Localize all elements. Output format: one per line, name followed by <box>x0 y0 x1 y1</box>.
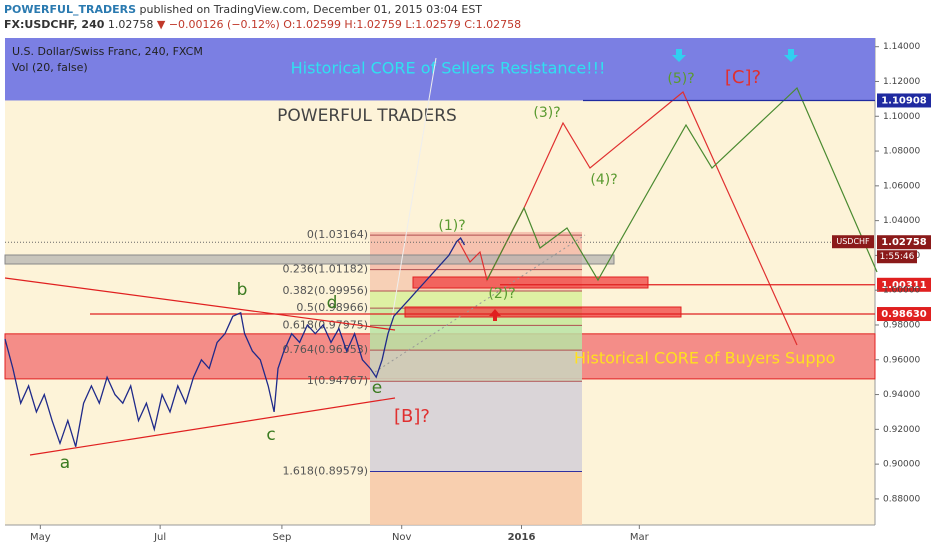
published: published on TradingView.com, December 0… <box>139 3 483 16</box>
fib-band <box>370 325 582 351</box>
watermark: POWERFUL TRADERS <box>277 106 457 126</box>
fib-band <box>370 381 582 472</box>
wave-label: (5)? <box>667 71 694 87</box>
x-tick-label: Jul <box>153 532 166 543</box>
symbol: FX:USDCHF, 240 <box>4 18 105 31</box>
header-line: POWERFUL_TRADERS published on TradingVie… <box>4 2 521 17</box>
trendline <box>4 277 396 331</box>
level-label: 1.00311 <box>881 280 927 291</box>
y-tick-label: 0.90000 <box>883 460 920 470</box>
y-tick-label: 1.00000 <box>883 286 920 296</box>
change: ▼ −0.00126 (−0.12%) <box>156 18 280 31</box>
ohlc: O:1.02599 H:1.02759 L:1.02579 C:1.02758 <box>283 18 522 31</box>
x-tick-label: Mar <box>630 532 650 543</box>
y-tick-label: 1.06000 <box>883 181 920 191</box>
y-tick-label: 0.88000 <box>883 494 920 504</box>
x-tick-label: May <box>30 532 51 543</box>
y-tick-label: 1.12000 <box>883 77 920 87</box>
y-tick-label: 0.96000 <box>883 355 920 365</box>
x-tick-label: Sep <box>272 532 291 543</box>
level-tag <box>877 277 931 292</box>
countdown: 1:55:46 <box>880 252 915 262</box>
y-tick-label: 0.94000 <box>883 390 920 400</box>
last-label: 1.02758 <box>881 237 927 248</box>
symbol-tag <box>832 235 874 249</box>
seller-zone <box>5 38 875 101</box>
y-tick-label: 0.98000 <box>883 320 920 330</box>
y-tick-label: 1.14000 <box>883 42 920 52</box>
header-line: FX:USDCHF, 240 1.02758 ▼ −0.00126 (−0.12… <box>4 17 521 32</box>
zone-label: Historical CORE of Sellers Resistance!!! <box>291 59 606 78</box>
fib-label: 1.618(0.89579) <box>282 464 368 477</box>
wave-label: (3)? <box>533 105 560 121</box>
x-tick-label: 2016 <box>508 532 536 543</box>
header: POWERFUL_TRADERS published on TradingVie… <box>4 2 521 32</box>
wave-label: (4)? <box>590 172 617 188</box>
guide-line <box>374 234 586 373</box>
wave-label: c <box>266 425 275 445</box>
wave-label: [C]? <box>725 67 761 88</box>
chart-title: U.S. Dollar/Swiss Franc, 240, FXCM <box>12 45 203 58</box>
last: 1.02758 <box>107 18 154 31</box>
author: POWERFUL_TRADERS <box>4 3 137 16</box>
wave-label: (2)? <box>488 286 515 302</box>
price-line <box>4 236 466 447</box>
level-label: 0.98630 <box>881 309 927 320</box>
y-tick-label: 1.04000 <box>883 216 920 226</box>
fib-band <box>370 350 582 382</box>
level-tag <box>877 307 931 322</box>
arrow-down <box>784 49 798 62</box>
y-tick-label: 0.92000 <box>883 425 920 435</box>
fib-top <box>370 231 582 236</box>
fib-label: 0.236(1.01182) <box>282 263 368 276</box>
red-box <box>412 276 649 289</box>
projection-green <box>486 86 878 282</box>
zone-label: Historical CORE of Buyers Suppo <box>574 349 835 368</box>
countdown-tag <box>877 250 917 264</box>
red-box <box>404 306 682 318</box>
level-label: 1.10908 <box>881 95 927 106</box>
fib-band <box>370 471 582 525</box>
wave-label: e <box>372 378 382 398</box>
wave-label: d <box>327 293 338 313</box>
trendline <box>29 397 396 456</box>
x-tick-label: Nov <box>392 532 412 543</box>
arrow-up <box>489 309 501 321</box>
guide-line <box>391 57 437 319</box>
y-tick-label: 1.08000 <box>883 147 920 157</box>
fib-label: 1(0.94767) <box>307 374 368 387</box>
fib-label: 0.382(0.99956) <box>282 284 368 297</box>
level-tag <box>877 93 931 108</box>
fib-label: 0(1.03164) <box>307 228 368 241</box>
y-tick-label: 1.10000 <box>883 112 920 122</box>
last-tag <box>877 235 931 250</box>
wave-label: a <box>60 453 70 473</box>
fib-label: 0.764(0.96553) <box>282 343 368 356</box>
wave-label: [B]? <box>394 406 430 427</box>
symbol-label: USDCHF <box>836 237 870 246</box>
chart-subtitle: Vol (20, false) <box>12 61 88 74</box>
grey-box <box>4 254 615 265</box>
fib-label: 0.5(0.98966) <box>296 301 368 314</box>
wave-label: (1)? <box>438 218 465 234</box>
wave-label: b <box>237 280 248 300</box>
fib-label: 0.618(0.97975) <box>282 318 368 331</box>
arrow-down <box>672 49 686 62</box>
fib-band <box>370 290 582 309</box>
